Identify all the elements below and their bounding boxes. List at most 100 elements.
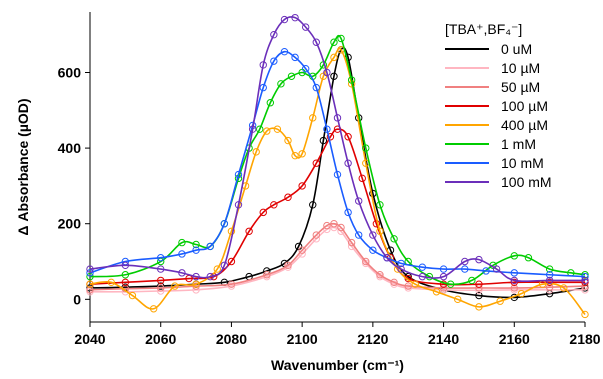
data-point [323, 221, 331, 230]
data-point [270, 57, 278, 65]
x-tick-label: 2100 [287, 331, 318, 347]
data-point [581, 278, 589, 287]
y-tick-label: 600 [58, 64, 82, 80]
data-point [369, 231, 377, 239]
data-point [157, 276, 165, 285]
data-point [284, 261, 292, 269]
legend-entry: 10 µM [501, 60, 540, 76]
data-point [492, 265, 501, 273]
data-point [362, 144, 370, 152]
data-point [107, 278, 115, 287]
data-point [545, 278, 554, 287]
data-point [376, 271, 384, 279]
data-point [149, 305, 158, 313]
data-point [510, 269, 518, 277]
data-point [418, 263, 427, 271]
data-point [220, 261, 229, 269]
legend-entry: 1 mM [501, 136, 536, 152]
data-point [227, 227, 236, 235]
data-point [298, 182, 306, 190]
data-point [510, 252, 518, 260]
data-point [263, 127, 271, 135]
data-point [128, 291, 137, 300]
y-tick-label: 400 [58, 140, 82, 156]
data-point [157, 254, 165, 262]
data-point [86, 265, 94, 273]
series-6 [86, 47, 589, 281]
data-point [157, 282, 165, 290]
data-point [277, 80, 285, 88]
data-point [270, 201, 278, 209]
data-point [475, 291, 483, 300]
x-tick-label: 2060 [145, 331, 176, 347]
data-point [192, 272, 200, 281]
data-point [496, 297, 504, 305]
data-point [312, 231, 320, 239]
data-point [510, 284, 518, 292]
data-point [510, 286, 518, 294]
data-point [376, 227, 384, 235]
data-point [259, 208, 267, 217]
y-axis-title: Δ Absorbance (µOD) [15, 98, 31, 235]
axes: 2040 2060 2080 2100 2120 2140 2160 2180 0 200 400 6… [15, 12, 601, 373]
x-tick-label: 2120 [357, 331, 388, 347]
data-point [309, 114, 317, 122]
data-point [545, 265, 554, 273]
data-point [192, 240, 200, 249]
data-point [439, 272, 448, 281]
data-point [252, 148, 260, 156]
data-point [545, 271, 554, 279]
data-point [510, 278, 518, 287]
data-point [362, 259, 370, 268]
data-point [545, 276, 554, 285]
data-point [344, 208, 352, 217]
data-point [273, 125, 282, 133]
data-point [337, 223, 345, 232]
data-point [86, 272, 94, 281]
data-point [461, 257, 469, 266]
data-point [270, 30, 278, 39]
data-point [280, 47, 289, 56]
data-point [192, 246, 200, 254]
data-point [397, 265, 405, 273]
data-point [157, 265, 165, 273]
y-tick-label: 200 [58, 216, 82, 232]
data-point [86, 288, 94, 296]
series-2 [86, 220, 589, 294]
data-point [344, 133, 352, 141]
data-point [323, 68, 331, 77]
x-tick-label: 2040 [74, 331, 105, 347]
data-point [312, 159, 320, 167]
data-point [213, 265, 221, 273]
x-tick-label: 2140 [428, 331, 459, 347]
data-point [358, 174, 366, 183]
data-point [432, 288, 441, 296]
data-point [517, 289, 526, 298]
data-point [291, 151, 299, 160]
data-point [344, 159, 352, 167]
data-point [369, 246, 377, 254]
data-point [581, 310, 589, 319]
x-tick-label: 2180 [569, 331, 600, 347]
data-point [581, 284, 589, 292]
legend-entry: 400 µM [501, 117, 548, 133]
data-point [301, 65, 310, 73]
data-point [157, 284, 165, 292]
data-point [461, 265, 469, 273]
x-tick-label: 2080 [216, 331, 247, 347]
data-point [319, 136, 328, 145]
x-tick-label: 2160 [499, 331, 530, 347]
legend-entry: 100 mM [501, 174, 552, 190]
data-point [206, 272, 214, 281]
data-point [475, 303, 483, 311]
data-point [347, 238, 356, 247]
series-3 [86, 125, 589, 288]
data-point [86, 286, 94, 294]
data-point [287, 72, 296, 80]
data-point [178, 250, 186, 258]
data-point [121, 271, 130, 279]
data-point [347, 76, 356, 84]
legend-entry: 100 µM [501, 98, 548, 114]
